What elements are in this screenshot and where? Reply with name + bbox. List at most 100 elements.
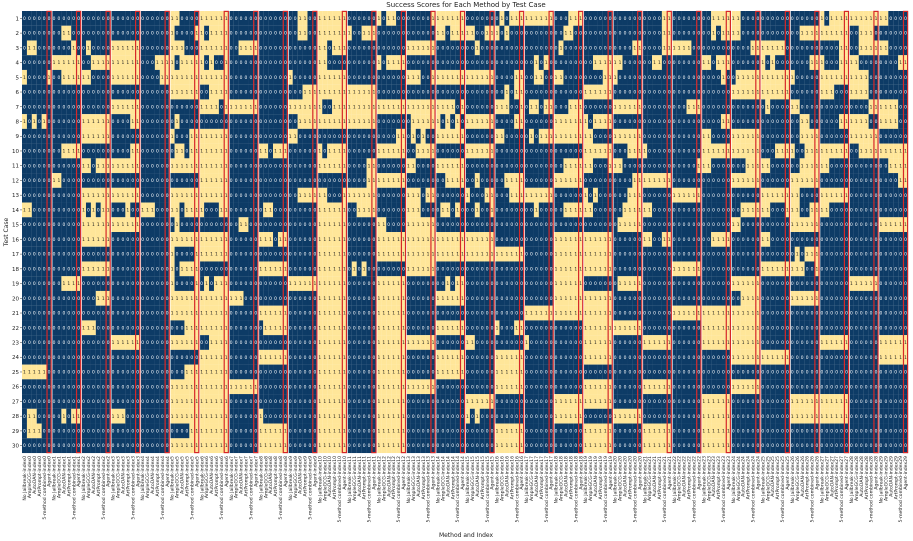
- heatmap-cell: [430, 25, 436, 41]
- heatmap-cell-value: 0: [407, 60, 410, 66]
- heatmap-cell-value: 0: [884, 90, 887, 96]
- heatmap-cell-value: 0: [48, 60, 51, 66]
- heatmap-cell: [194, 11, 200, 26]
- heatmap-cell-value: 0: [38, 60, 41, 66]
- heatmap-cell-value: 1: [510, 16, 513, 22]
- heatmap-cell: [90, 84, 96, 100]
- heatmap-cell-value: 0: [240, 75, 243, 81]
- heatmap-cell-value: 0: [624, 16, 627, 22]
- heatmap-cell: [322, 25, 328, 41]
- heatmap-cell-value: 1: [816, 134, 819, 140]
- heatmap-cell-value: 0: [284, 60, 287, 66]
- heatmap-cell: [130, 84, 136, 100]
- heatmap-cell-value: 1: [466, 119, 469, 125]
- heatmap-cell: [51, 11, 57, 26]
- heatmap-cell-value: 0: [28, 119, 31, 125]
- heatmap-cell: [356, 55, 362, 70]
- heatmap-cell-value: 0: [151, 45, 154, 51]
- heatmap-cell-value: 1: [747, 90, 750, 96]
- heatmap-cell-value: 0: [811, 193, 814, 199]
- heatmap-cell: [356, 40, 362, 56]
- heatmap-cell-value: 1: [195, 208, 198, 214]
- heatmap-cell-value: 1: [338, 119, 341, 125]
- heatmap-cell-value: 1: [181, 45, 184, 51]
- heatmap-cell-value: 1: [766, 45, 769, 51]
- heatmap-cell-value: 1: [82, 193, 85, 199]
- heatmap-cell-value: 1: [313, 90, 316, 96]
- heatmap-cell-value: 0: [235, 193, 238, 199]
- heatmap-cell: [184, 40, 190, 56]
- heatmap-cell: [706, 40, 712, 56]
- heatmap-cell-value: 0: [38, 31, 41, 37]
- heatmap-cell-value: 1: [884, 104, 887, 110]
- heatmap-cell-value: 1: [722, 119, 725, 125]
- heatmap-cell-value: 0: [146, 119, 149, 125]
- heatmap-cell-value: 0: [594, 31, 597, 37]
- heatmap-cell-value: 0: [185, 178, 188, 184]
- heatmap-cell-value: 0: [894, 60, 897, 66]
- heatmap-cell-value: 0: [53, 104, 56, 110]
- heatmap-cell-value: 1: [225, 75, 228, 81]
- heatmap-cell: [888, 40, 894, 56]
- heatmap-cell: [297, 11, 303, 26]
- heatmap-cell: [209, 55, 215, 70]
- heatmap-cell-value: 0: [146, 149, 149, 155]
- heatmap-cell-value: 1: [107, 60, 110, 66]
- heatmap-cell-value: 0: [126, 149, 129, 155]
- heatmap-cell-value: 0: [545, 208, 548, 214]
- heatmap-cell-value: 0: [668, 75, 671, 81]
- heatmap-cell-value: 1: [712, 31, 715, 37]
- heatmap-cell-value: 1: [747, 75, 750, 81]
- heatmap-cell-value: 0: [402, 45, 405, 51]
- heatmap-cell: [263, 25, 269, 41]
- heatmap-cell: [228, 11, 234, 26]
- heatmap-cell-value: 0: [377, 90, 380, 96]
- heatmap-cell-value: 0: [501, 119, 504, 125]
- heatmap-cell-value: 1: [274, 149, 277, 155]
- heatmap-cell: [617, 69, 623, 85]
- heatmap-cell-value: 0: [638, 60, 641, 66]
- heatmap-cell-value: 0: [363, 16, 366, 22]
- heatmap-cell-value: 0: [845, 163, 848, 169]
- heatmap-cell-value: 0: [402, 75, 405, 81]
- heatmap-cell: [401, 25, 406, 41]
- heatmap-cell-value: 0: [67, 193, 70, 199]
- heatmap-cell: [263, 55, 269, 70]
- heatmap-cell: [159, 40, 165, 56]
- heatmap-cell-value: 0: [38, 163, 41, 169]
- heatmap-cell-value: 1: [230, 104, 233, 110]
- heatmap-cell-value: 0: [446, 60, 449, 66]
- heatmap-cell-value: 1: [210, 60, 213, 66]
- heatmap-cell: [888, 69, 894, 85]
- heatmap-cell-value: 0: [417, 163, 420, 169]
- heatmap-cell-value: 0: [727, 104, 730, 110]
- heatmap-cell-value: 0: [363, 60, 366, 66]
- heatmap-cell: [469, 11, 475, 26]
- heatmap-cell-value: 1: [515, 75, 518, 81]
- heatmap-cell-value: 1: [343, 193, 346, 199]
- heatmap-cell-value: 0: [230, 90, 233, 96]
- heatmap-cell-value: 0: [274, 60, 277, 66]
- heatmap-cell-value: 1: [579, 104, 582, 110]
- heatmap-cell-value: 1: [820, 16, 823, 22]
- heatmap-cell-value: 1: [756, 45, 759, 51]
- heatmap-cell: [514, 40, 520, 56]
- heatmap-cell-value: 0: [781, 119, 784, 125]
- heatmap-cell-value: 0: [835, 45, 838, 51]
- heatmap-cell-value: 0: [560, 149, 563, 155]
- heatmap-cell: [528, 69, 534, 85]
- heatmap-cell-value: 0: [299, 178, 302, 184]
- heatmap-cell-value: 1: [727, 119, 730, 125]
- heatmap-cell: [494, 11, 500, 26]
- heatmap-cell-value: 0: [884, 163, 887, 169]
- heatmap-cell-value: 0: [313, 60, 316, 66]
- heatmap-cell-value: 0: [348, 75, 351, 81]
- heatmap-cell-value: 0: [427, 90, 430, 96]
- heatmap-cell: [903, 55, 909, 70]
- heatmap-cell-value: 0: [131, 90, 134, 96]
- heatmap-cell-value: 0: [368, 45, 371, 51]
- heatmap-cell-value: 1: [185, 208, 188, 214]
- heatmap-cell-value: 0: [274, 134, 277, 140]
- heatmap-cell-value: 0: [830, 119, 833, 125]
- heatmap-cell: [410, 25, 416, 41]
